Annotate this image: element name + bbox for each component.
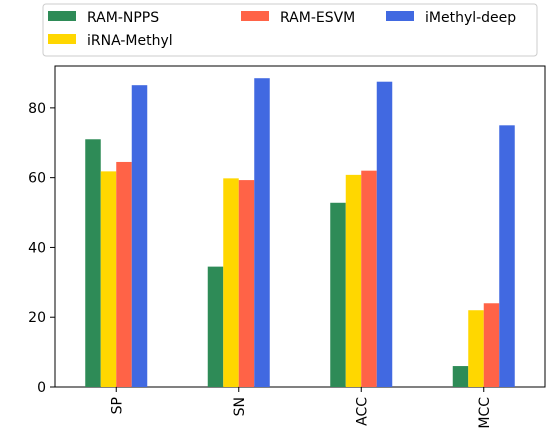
bar-ram-npps-sn: [207, 266, 224, 387]
axes: 0 20 40 60 80 SP SN ACC MCC: [28, 65, 546, 429]
bar-ram-esvm-sp: [116, 161, 132, 387]
legend-label-irna-methyl: iRNA-Methyl: [87, 33, 173, 49]
x-tick-label-mcc: MCC: [477, 397, 493, 429]
bar-imethyl-deep-mcc: [499, 125, 515, 387]
legend-label-imethyl-deep: iMethyl-deep: [425, 10, 516, 26]
bar-ram-esvm-sn: [238, 180, 255, 387]
y-tick-label: 20: [28, 310, 46, 326]
legend: RAM-NPPS iRNA-Methyl RAM-ESVM iMethyl-deep: [42, 3, 538, 57]
y-tick-label: 40: [28, 240, 46, 256]
bar-irna-methyl-sn: [223, 178, 239, 387]
legend-swatch-ram-npps: [48, 11, 76, 21]
bar-ram-npps-mcc: [452, 366, 469, 387]
bar-ram-esvm-acc: [361, 170, 377, 387]
y-tick-label: 0: [37, 380, 46, 396]
bar-ram-esvm-mcc: [483, 303, 500, 387]
bar-ram-npps-acc: [330, 202, 346, 387]
bar-imethyl-deep-sn: [254, 78, 270, 387]
y-tick-label: 80: [28, 101, 46, 117]
bars: [85, 78, 515, 388]
x-tick-label-sp: SP: [109, 397, 125, 414]
bar-ram-npps-sp: [85, 139, 101, 387]
x-tick-label-sn: SN: [232, 397, 248, 416]
legend-label-ram-esvm: RAM-ESVM: [280, 10, 355, 26]
legend-swatch-irna-methyl: [48, 34, 76, 44]
plot-frame: [54, 65, 546, 388]
y-tick-label: 60: [28, 171, 46, 187]
bar-imethyl-deep-sp: [131, 85, 148, 387]
legend-label-ram-npps: RAM-NPPS: [87, 10, 159, 26]
x-tick-label-acc: ACC: [354, 397, 370, 426]
bar-imethyl-deep-acc: [376, 81, 393, 388]
bar-irna-methyl-mcc: [468, 310, 484, 387]
legend-swatch-ram-esvm: [241, 11, 269, 21]
bar-irna-methyl-acc: [345, 174, 362, 387]
bar-irna-methyl-sp: [100, 171, 117, 387]
legend-swatch-imethyl-deep: [386, 11, 414, 21]
